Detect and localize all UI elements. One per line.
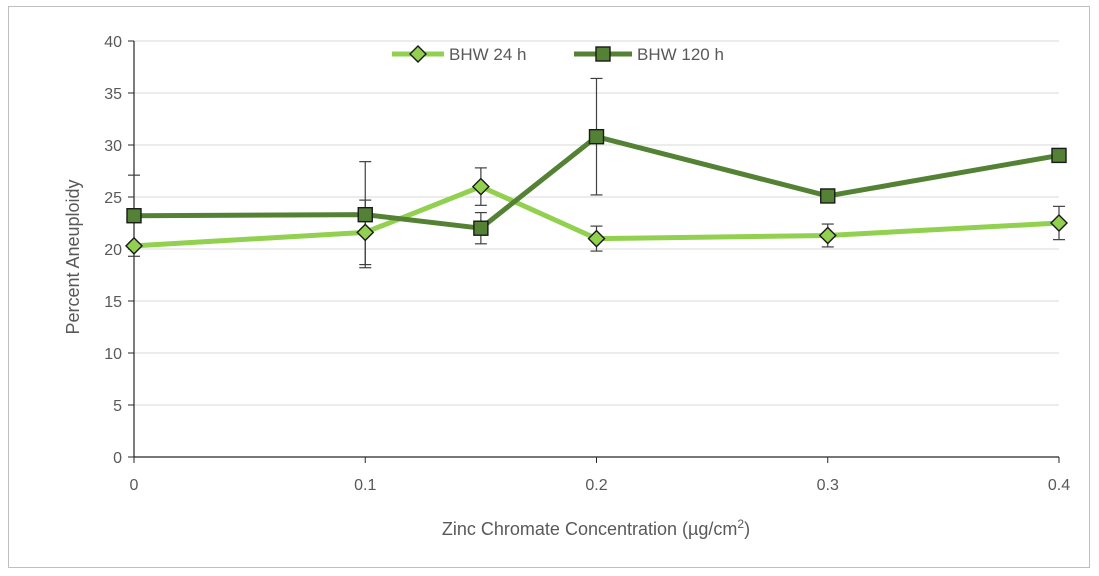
y-tick-label: 35: [104, 86, 122, 103]
y-tick-label: 20: [104, 242, 122, 259]
y-axis-title: Percent Aneuploidy: [63, 179, 83, 334]
series-markers: [125, 128, 1068, 255]
y-tick-label: 5: [113, 398, 122, 415]
data-point-diamond: [356, 223, 375, 242]
data-point-diamond: [818, 226, 837, 245]
y-tick-label: 25: [104, 190, 122, 207]
data-point-square: [126, 208, 142, 224]
data-point-diamond: [471, 177, 490, 196]
y-tick-label: 40: [104, 34, 122, 51]
series-line-1: [131, 184, 1062, 249]
data-point-diamond: [125, 236, 143, 255]
x-tick-label: 0.1: [354, 477, 376, 494]
x-tick-label: 0.4: [1048, 477, 1070, 494]
y-tick-labels: 0 5 10 15 20 25 30 35 40: [104, 34, 122, 467]
y-tick-label: 30: [104, 138, 122, 155]
x-axis-title: Zinc Chromate Concentration (µg/cm2): [442, 517, 750, 539]
y-tick-label: 15: [104, 294, 122, 311]
x-tick-label: 0: [130, 477, 139, 494]
legend-label: BHW 120 h: [637, 45, 724, 64]
legend: BHW 24 h BHW 120 h: [392, 45, 724, 64]
legend-marker-square: [595, 46, 611, 62]
x-tick-label: 0.2: [585, 477, 607, 494]
y-tick-label: 0: [113, 450, 122, 467]
x-tick-labels: 0 0.1 0.2 0.3 0.4: [130, 477, 1071, 494]
data-point-square: [820, 188, 836, 204]
data-point-square: [588, 128, 605, 145]
x-axis-title-end: ): [744, 519, 750, 539]
line-chart: 0 5 10 15 20 25 30 35 40 0 0.1 0.2 0.3 0.4 Percent A…: [63, 34, 1071, 539]
x-axis-title-main: Zinc Chromate Concentration (µg/cm: [442, 519, 737, 539]
axes: [128, 40, 1060, 463]
data-point-diamond: [1050, 214, 1068, 232]
series-lines: [131, 134, 1062, 249]
data-point-square: [357, 206, 373, 223]
chart-frame: 0 5 10 15 20 25 30 35 40 0 0.1 0.2 0.3 0.4 Percent A…: [8, 6, 1090, 568]
x-tick-label: 0.3: [817, 477, 839, 494]
data-point-square: [1051, 147, 1067, 164]
legend-marker-diamond: [409, 45, 427, 63]
series-line-2: [131, 134, 1062, 231]
x-axis-title-superscript: 2: [737, 517, 744, 531]
legend-label: BHW 24 h: [449, 45, 526, 64]
data-point-diamond: [587, 229, 606, 248]
data-point-square: [473, 220, 489, 236]
y-tick-label: 10: [104, 346, 122, 363]
